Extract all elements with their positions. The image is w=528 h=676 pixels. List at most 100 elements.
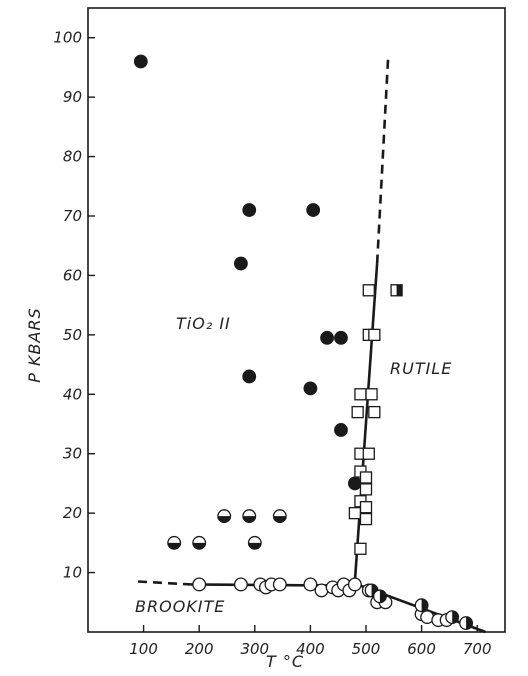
point-mark: [351, 405, 364, 419]
point-half-filled-circle: [167, 535, 182, 550]
point-mark: [359, 471, 373, 484]
plot-frame: [87, 7, 506, 633]
point-mark: [320, 330, 334, 345]
point-half-filled-circle-vertical: [445, 610, 460, 625]
x-tick-label: 600: [407, 640, 436, 658]
point-open-square: [368, 405, 381, 419]
phase-boundaries: [137, 55, 486, 634]
point-half-filled-circle-vertical: [414, 598, 429, 613]
point-half-filled-square: [390, 284, 403, 297]
point-mark: [192, 577, 207, 592]
y-tick-label: 30: [63, 445, 82, 463]
point-half-filled-circle: [217, 509, 232, 524]
point-filled-circle: [242, 369, 257, 384]
point-mark: [242, 369, 257, 384]
point-filled-circle: [242, 203, 257, 217]
y-tick-label: 50: [63, 326, 82, 344]
rutile-boundary-solid: [353, 263, 379, 582]
point-filled-circle: [133, 54, 148, 69]
point-mark: [242, 203, 257, 217]
point-half-filled-circle-vertical: [459, 616, 474, 631]
point-mark: [354, 542, 367, 555]
point-mark: [233, 577, 248, 592]
point-mark: [334, 330, 348, 345]
point-open-square: [359, 512, 373, 526]
point-mark: [365, 388, 378, 401]
y-tick-label: 10: [63, 564, 82, 582]
point-half-filled-circle: [192, 535, 207, 550]
point-fill: [248, 542, 262, 550]
ticks: 10 20 30 40 50 60 70 80 90 100 100 200 300 400 500 600 7…: [53, 29, 491, 658]
point-half-filled-circle: [272, 509, 287, 524]
point-fill: [242, 516, 256, 523]
x-tick-label: 400: [296, 640, 325, 658]
x-tick-label: 200: [185, 640, 214, 658]
point-fill: [273, 516, 287, 523]
point-filled-circle: [347, 476, 362, 491]
y-tick-label: 40: [63, 385, 82, 403]
point-mark: [362, 284, 375, 297]
point-mark: [348, 506, 362, 520]
axes: [87, 7, 506, 633]
point-fill: [466, 616, 473, 630]
point-filled-circle: [303, 381, 318, 396]
point-fill: [217, 516, 231, 523]
y-tick-label: 80: [63, 148, 82, 166]
point-open-square: [362, 284, 375, 297]
point-open-square: [348, 506, 362, 520]
point-filled-circle: [320, 330, 334, 345]
point-mark: [354, 388, 367, 401]
point-fill: [421, 598, 428, 612]
point-half-filled-circle: [242, 509, 257, 524]
point-mark: [347, 577, 362, 592]
point-filled-circle: [334, 330, 348, 345]
rutile-boundary-dashed: [375, 55, 390, 264]
point-open-square: [351, 405, 364, 419]
point-filled-circle: [334, 423, 348, 437]
brookite-boundary-dashed: [137, 580, 191, 586]
point-fill: [192, 542, 206, 550]
x-tick-label: 500: [352, 640, 381, 658]
x-axis-title: T °C: [266, 652, 304, 671]
point-open-square: [354, 542, 367, 555]
point-open-square: [354, 388, 367, 401]
point-open-square: [362, 447, 375, 460]
point-mark: [347, 476, 362, 491]
point-open-circle: [347, 577, 362, 592]
point-open-square: [359, 471, 373, 484]
region-label-tio2: TiO₂ II: [176, 314, 231, 333]
point-open-square: [365, 388, 378, 401]
point-mark: [368, 405, 381, 419]
point-mark: [133, 54, 148, 69]
point-filled-circle: [233, 256, 248, 271]
y-tick-label: 90: [63, 88, 82, 106]
point-open-circle: [272, 577, 287, 592]
point-half-filled-circle-vertical: [372, 589, 387, 604]
point-open-square: [359, 501, 373, 514]
point-open-square: [359, 483, 373, 496]
point-mark: [359, 483, 373, 496]
point-mark: [272, 577, 287, 592]
point-fill: [167, 542, 181, 550]
point-open-square: [368, 328, 381, 342]
point-mark: [362, 447, 375, 460]
y-tick-label: 70: [63, 207, 82, 225]
data-points: [133, 54, 474, 631]
point-mark: [303, 381, 318, 396]
point-open-circle: [192, 577, 207, 592]
x-tick-label: 300: [240, 640, 269, 658]
point-filled-circle: [306, 203, 321, 217]
y-tick-label: 20: [63, 504, 82, 522]
x-tick-label: 100: [129, 640, 158, 658]
y-tick-label: 60: [63, 266, 82, 284]
point-mark: [303, 577, 318, 592]
point-open-circle: [303, 577, 318, 592]
point-fill: [452, 610, 459, 624]
point-open-circle: [233, 577, 248, 592]
point-mark: [233, 256, 248, 271]
point-half-filled-circle: [247, 535, 262, 550]
y-tick-label: 100: [53, 29, 82, 47]
point-fill: [396, 284, 403, 296]
point-mark: [368, 328, 381, 342]
